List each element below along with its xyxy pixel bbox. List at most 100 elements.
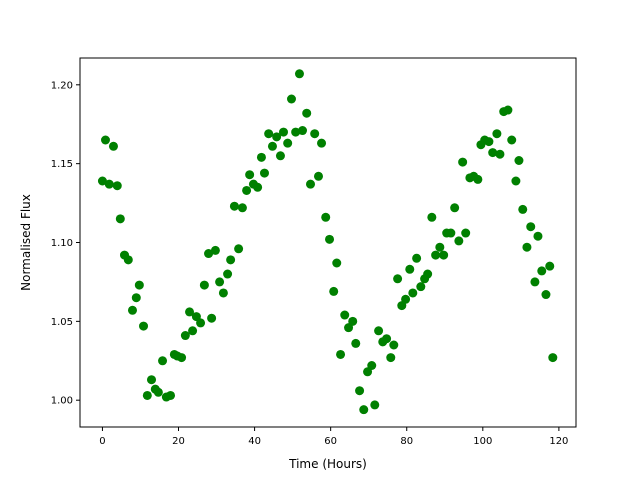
data-point xyxy=(188,326,198,336)
x-tick-label: 20 xyxy=(172,436,185,447)
data-point xyxy=(514,156,524,165)
data-point xyxy=(332,258,342,268)
data-point xyxy=(313,171,323,181)
data-point xyxy=(537,266,547,276)
x-axis-label: Time (Hours) xyxy=(288,457,367,471)
data-point xyxy=(458,157,468,167)
data-point xyxy=(264,129,274,139)
data-point xyxy=(374,326,384,336)
x-axis: 0 20 40 60 80 100 120 xyxy=(99,427,568,447)
y-tick-label: 1.10 xyxy=(51,238,73,249)
data-point xyxy=(234,244,244,254)
data-point xyxy=(112,181,122,191)
data-point xyxy=(503,105,513,115)
x-tick-label: 0 xyxy=(99,436,105,447)
data-point xyxy=(401,294,411,304)
data-point xyxy=(439,250,449,260)
x-tick-label: 60 xyxy=(324,436,337,447)
data-point xyxy=(389,340,399,350)
data-point xyxy=(97,176,107,186)
data-point xyxy=(180,331,190,341)
data-point xyxy=(108,141,118,151)
data-point xyxy=(259,168,269,178)
data-point xyxy=(306,179,316,189)
data-point xyxy=(131,293,141,303)
data-point xyxy=(253,182,263,192)
data-point xyxy=(237,203,247,213)
data-point xyxy=(340,310,350,320)
data-point xyxy=(199,280,209,290)
data-point xyxy=(245,170,255,180)
data-point xyxy=(488,148,498,158)
data-point xyxy=(185,307,195,317)
data-point xyxy=(210,245,220,255)
data-point xyxy=(223,269,233,279)
data-point xyxy=(412,253,422,263)
data-point xyxy=(115,214,125,224)
data-point xyxy=(405,264,415,274)
x-tick-label: 40 xyxy=(248,436,261,447)
data-point xyxy=(104,179,114,189)
data-point xyxy=(166,390,176,400)
data-point xyxy=(196,318,206,328)
data-point xyxy=(329,286,339,296)
data-point xyxy=(100,135,110,145)
data-point xyxy=(408,288,418,298)
data-point xyxy=(272,132,282,142)
data-point xyxy=(351,338,361,348)
data-point xyxy=(548,353,558,363)
data-point xyxy=(207,313,217,323)
data-point xyxy=(158,356,168,366)
data-point xyxy=(256,152,266,162)
data-point xyxy=(153,387,163,397)
data-point xyxy=(495,149,505,159)
data-point xyxy=(370,400,380,410)
data-point xyxy=(522,242,532,252)
y-tick-label: 1.05 xyxy=(51,317,73,328)
data-point xyxy=(310,129,320,139)
data-point xyxy=(526,222,536,232)
data-point xyxy=(278,127,288,137)
data-point xyxy=(134,280,144,290)
x-tick-label: 120 xyxy=(549,436,568,447)
x-tick-label: 100 xyxy=(473,436,492,447)
data-point xyxy=(127,305,137,315)
data-point xyxy=(294,69,304,79)
data-point xyxy=(541,290,551,300)
data-point xyxy=(147,375,157,385)
data-points xyxy=(97,69,558,415)
data-point xyxy=(218,288,228,298)
data-point xyxy=(359,405,369,415)
data-point xyxy=(325,234,335,244)
data-point xyxy=(492,129,502,139)
data-point xyxy=(484,137,494,147)
data-point xyxy=(511,176,521,186)
data-point xyxy=(473,174,483,184)
data-point xyxy=(142,390,152,400)
data-point xyxy=(348,316,358,326)
data-point xyxy=(545,261,555,271)
data-point xyxy=(291,127,301,137)
data-point xyxy=(507,135,517,145)
data-point xyxy=(518,204,528,214)
data-point xyxy=(275,151,285,161)
data-point xyxy=(530,277,540,287)
data-point xyxy=(286,94,296,104)
data-point xyxy=(215,277,225,287)
data-point xyxy=(267,141,277,151)
y-tick-label: 1.15 xyxy=(51,159,73,170)
data-point xyxy=(229,201,239,211)
data-point xyxy=(450,203,460,213)
data-point xyxy=(298,126,308,136)
data-point xyxy=(386,353,396,363)
y-tick-label: 1.00 xyxy=(51,396,73,407)
data-point xyxy=(242,185,252,195)
x-tick-label: 80 xyxy=(400,436,413,447)
data-point xyxy=(177,353,187,363)
data-point xyxy=(123,255,133,265)
data-point xyxy=(427,212,437,222)
data-point xyxy=(431,250,441,260)
data-point xyxy=(321,212,331,222)
